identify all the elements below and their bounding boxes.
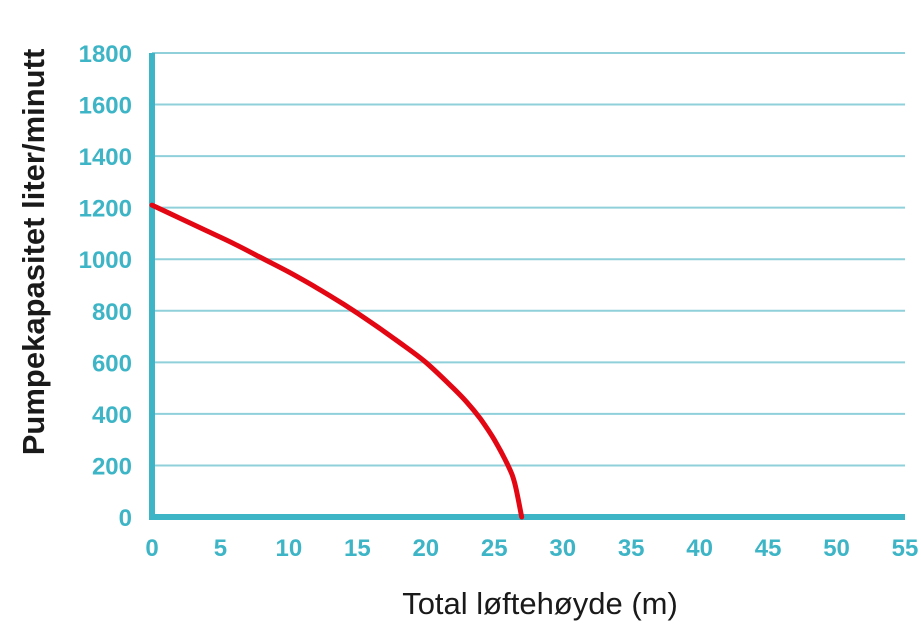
y-tick-label-1000: 1000 <box>79 247 132 274</box>
y-tick-label-200: 200 <box>92 453 132 480</box>
series-layer <box>149 202 525 520</box>
y-tick-label-400: 400 <box>92 402 132 429</box>
y-tick-label-600: 600 <box>92 350 132 377</box>
x-tick-label-50: 50 <box>823 535 850 562</box>
x-tick-label-40: 40 <box>686 535 713 562</box>
y-tick-label-1800: 1800 <box>79 41 132 68</box>
y-tick-label-1200: 1200 <box>79 196 132 223</box>
grid-lines <box>152 52 905 467</box>
x-tick-label-20: 20 <box>412 535 439 562</box>
x-tick-label-10: 10 <box>276 535 303 562</box>
series-line-0 <box>149 202 525 520</box>
x-tick-label-55: 55 <box>892 535 919 562</box>
axes <box>149 53 905 520</box>
x-tick-label-0: 0 <box>145 535 158 562</box>
y-tick-label-0: 0 <box>119 505 132 532</box>
x-axis-title: Total løftehøyde (m) <box>402 586 678 621</box>
x-tick-label-25: 25 <box>481 535 508 562</box>
x-tick-label-30: 30 <box>549 535 576 562</box>
x-tick-label-45: 45 <box>755 535 782 562</box>
y-tick-label-800: 800 <box>92 299 132 326</box>
y-axis-title: Pumpekapasitet liter/minutt <box>16 49 51 456</box>
tick-labels: 0 200 400 600 800 1000 1200 1400 1600 1800 0 5 10 15 2… <box>79 41 919 562</box>
x-tick-label-15: 15 <box>344 535 371 562</box>
x-tick-label-35: 35 <box>618 535 645 562</box>
y-tick-label-1400: 1400 <box>79 144 132 171</box>
y-tick-label-1600: 1600 <box>79 93 132 120</box>
x-tick-label-5: 5 <box>214 535 227 562</box>
